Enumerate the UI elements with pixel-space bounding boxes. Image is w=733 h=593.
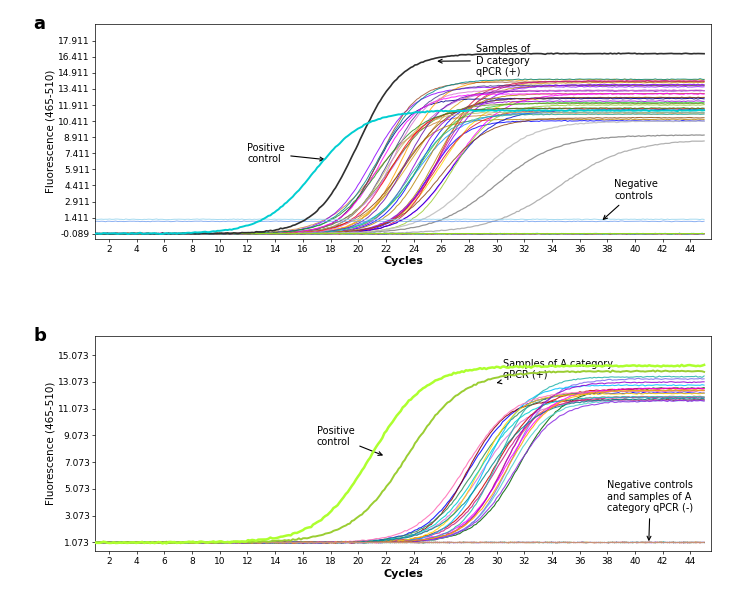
Text: Positive
control: Positive control xyxy=(317,426,382,455)
Text: Samples of A category
qPCR (+): Samples of A category qPCR (+) xyxy=(498,359,614,384)
X-axis label: Cycles: Cycles xyxy=(383,256,423,266)
Text: Positive
control: Positive control xyxy=(248,142,324,164)
Text: Negative
controls: Negative controls xyxy=(603,179,658,219)
Text: b: b xyxy=(34,327,47,346)
Y-axis label: Fluorescence (465-510): Fluorescence (465-510) xyxy=(45,382,55,505)
X-axis label: Cycles: Cycles xyxy=(383,569,423,579)
Text: Samples of
D category
qPCR (+): Samples of D category qPCR (+) xyxy=(438,44,530,77)
Y-axis label: Fluorescence (465-510): Fluorescence (465-510) xyxy=(45,70,55,193)
Text: a: a xyxy=(34,15,45,33)
Text: Negative controls
and samples of A
category qPCR (-): Negative controls and samples of A categ… xyxy=(607,480,693,540)
